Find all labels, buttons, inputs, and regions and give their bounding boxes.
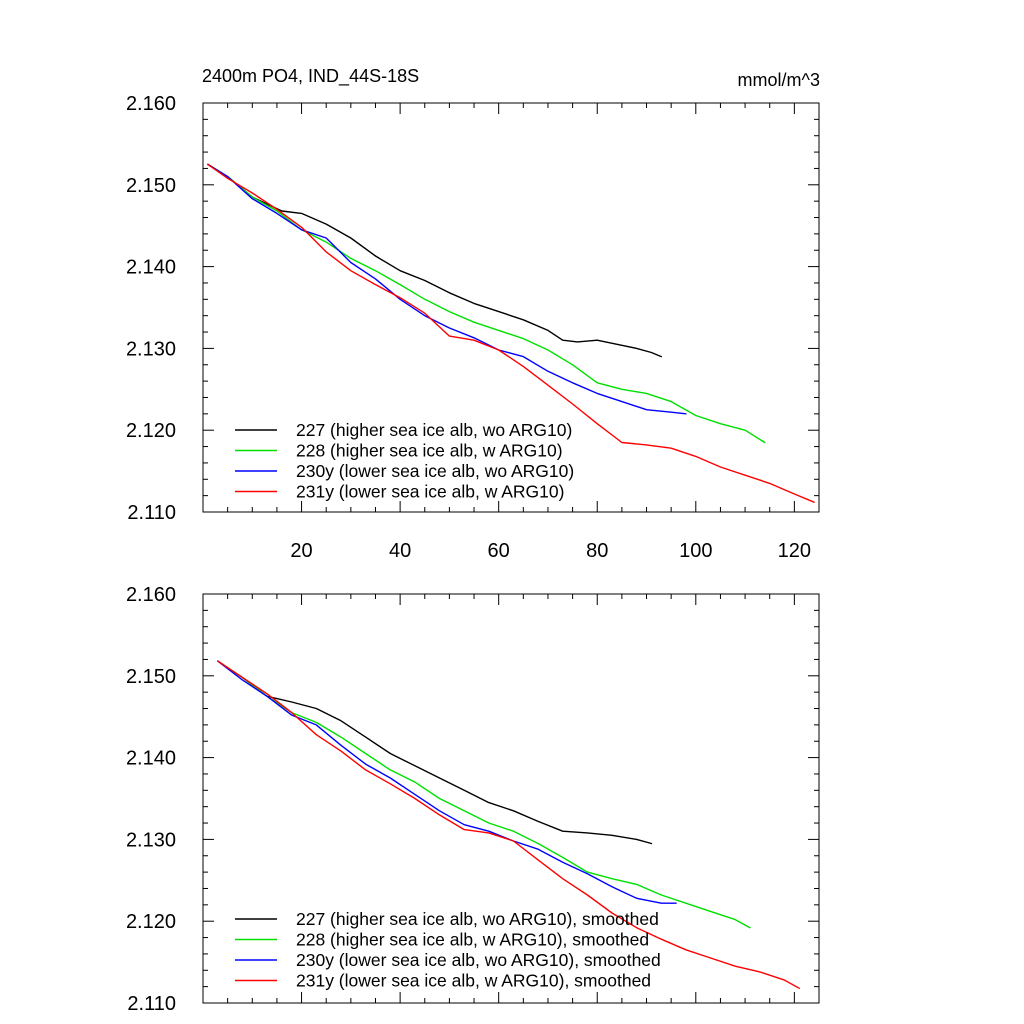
- y-tick-label: 2.140: [126, 748, 176, 770]
- legend-label: 230y (lower sea ice alb, wo ARG10): [296, 461, 574, 481]
- series-line-227: [207, 163, 662, 358]
- y-tick-label: 2.150: [126, 175, 176, 197]
- legend-label: 228 (higher sea ice alb, w ARG10): [296, 441, 563, 461]
- x-tick-label: 120: [778, 540, 811, 562]
- x-tick-label: 60: [488, 540, 510, 562]
- y-tick-label: 2.120: [126, 911, 176, 933]
- x-tick-label: 20: [290, 540, 312, 562]
- y-axis-labels: 2.110 2.120 2.130 2.140 2.150 2.160: [126, 584, 176, 1015]
- series-line-227: [217, 660, 653, 845]
- x-tick-label: 40: [389, 540, 411, 562]
- legend-label: 228 (higher sea ice alb, w ARG10), smoot…: [296, 930, 649, 950]
- chart-title: 2400m PO4, IND_44S-18S: [202, 66, 419, 87]
- series-line-230y: [207, 163, 687, 415]
- series-line-231y: [217, 660, 800, 989]
- panel-top: 2400m PO4, IND_44S-18S mmol/m^3 2.1102.1…: [126, 66, 820, 562]
- legend: 227 (higher sea ice alb, wo ARG10), smoo…: [235, 909, 661, 991]
- y-tick-label: 2.120: [126, 420, 176, 442]
- tick-group: [203, 102, 819, 513]
- series-line-228: [207, 163, 766, 444]
- plot-frame: [202, 593, 820, 1004]
- series-lines: [217, 660, 800, 989]
- y-tick-label: 2.110: [127, 502, 176, 524]
- y-axis-labels: 2.110 2.120 2.130 2.140 2.150 2.160: [126, 93, 176, 524]
- y-tick-label: 2.160: [126, 584, 176, 606]
- x-tick-label: 100: [679, 540, 712, 562]
- panel-bottom: 2.110 2.120 2.130 2.140 2.150 2.160 227 (high…: [126, 584, 820, 1015]
- y-tick-label: 2.130: [126, 829, 176, 851]
- legend: 227 (higher sea ice alb, wo ARG10)228 (h…: [235, 420, 574, 502]
- legend-label: 231y (lower sea ice alb, w ARG10): [296, 482, 564, 502]
- units-label: mmol/m^3: [738, 70, 820, 90]
- legend-label: 227 (higher sea ice alb, wo ARG10): [296, 420, 572, 440]
- x-axis-labels: 20 40 60 80 100 120: [290, 540, 811, 562]
- y-tick-label: 2.160: [126, 93, 176, 115]
- legend-label: 230y (lower sea ice alb, wo ARG10), smoo…: [296, 950, 661, 970]
- tick-group: [203, 593, 819, 1004]
- series-line-231y: [207, 163, 815, 503]
- y-tick-label: 2.110: [127, 993, 176, 1015]
- series-lines: [207, 163, 815, 503]
- x-tick-label: 80: [586, 540, 608, 562]
- legend-label: 227 (higher sea ice alb, wo ARG10), smoo…: [296, 909, 659, 929]
- y-tick-label: 2.150: [126, 666, 176, 688]
- y-tick-label: 2.130: [126, 338, 176, 360]
- plot-frame: [202, 102, 820, 513]
- y-tick-label: 2.140: [126, 257, 176, 279]
- legend-label: 231y (lower sea ice alb, w ARG10), smoot…: [296, 971, 651, 991]
- series-line-228: [217, 660, 751, 929]
